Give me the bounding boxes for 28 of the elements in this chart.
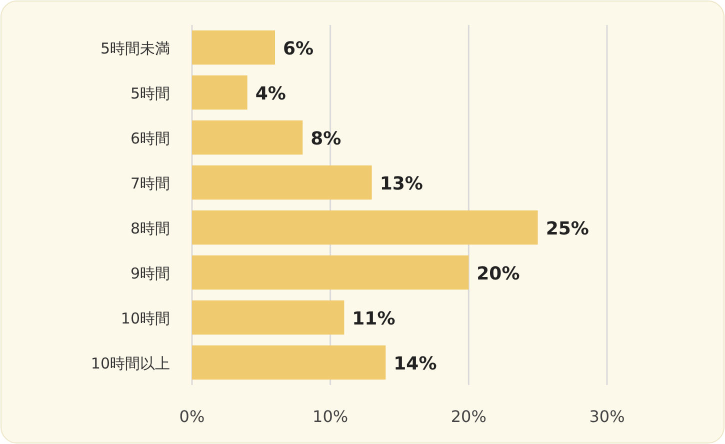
bar xyxy=(192,75,248,110)
x-tick-label: 10% xyxy=(312,407,348,426)
data-label: 13% xyxy=(380,174,423,194)
y-tick-label: 7時間 xyxy=(130,174,170,192)
y-tick-label: 10時間以上 xyxy=(90,354,170,372)
y-tick-label: 8時間 xyxy=(130,220,170,238)
bar xyxy=(192,210,538,245)
data-label: 20% xyxy=(476,264,520,284)
bar xyxy=(192,345,386,380)
data-label: 6% xyxy=(283,38,314,60)
y-tick-label: 10時間 xyxy=(120,310,170,328)
y-tick-label: 5時間未満 xyxy=(100,40,170,58)
data-label: 11% xyxy=(352,308,396,330)
data-label: 8% xyxy=(310,128,342,150)
data-label: 14% xyxy=(394,354,437,374)
bar xyxy=(192,120,303,155)
y-tick-label: 6時間 xyxy=(130,130,170,148)
y-tick-label: 5時間 xyxy=(130,84,170,102)
x-tick-label: 20% xyxy=(450,407,486,426)
data-label: 25% xyxy=(546,218,589,240)
y-tick-label: 9時間 xyxy=(130,264,170,282)
x-tick-label: 0% xyxy=(179,407,205,426)
x-tick-label: 30% xyxy=(589,407,625,426)
bar xyxy=(192,300,344,335)
bar xyxy=(192,30,275,65)
data-label: 4% xyxy=(255,84,286,104)
bar xyxy=(192,255,469,290)
bar xyxy=(192,165,372,200)
